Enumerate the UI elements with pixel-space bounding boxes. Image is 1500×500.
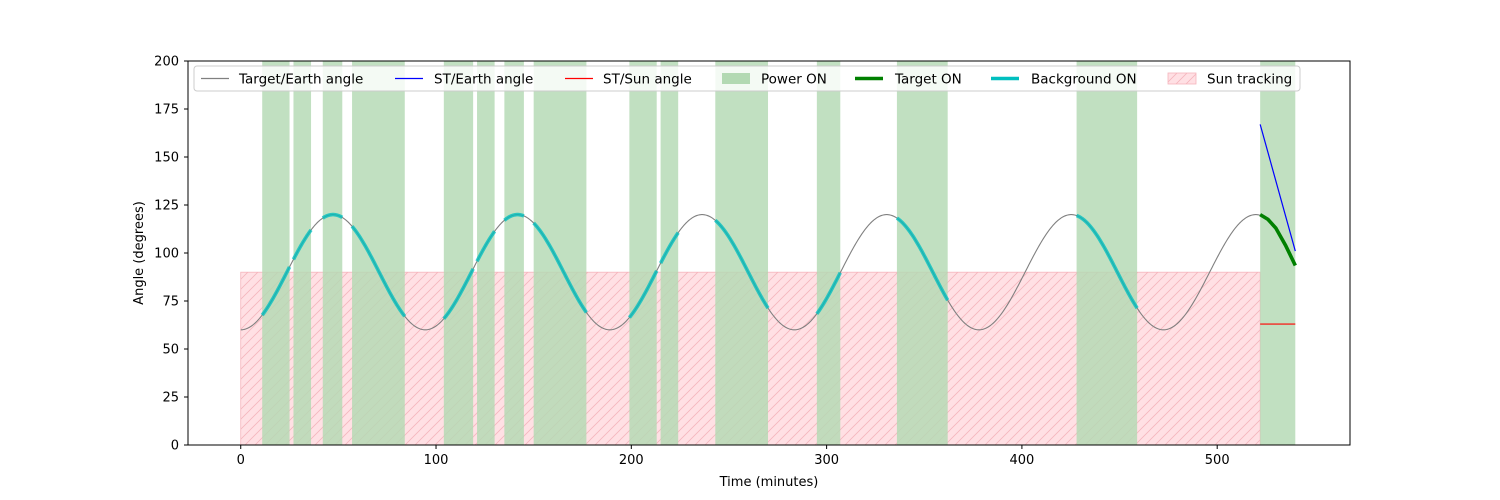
- legend-handle-power-on: [722, 73, 750, 84]
- x-tick-label-500: 500: [1205, 453, 1230, 468]
- background-on-segment-9: [659, 231, 680, 264]
- legend-label-target-on: Target ON: [894, 72, 962, 88]
- series-lines-layer: [240, 124, 1297, 331]
- background-on-segment-4: [442, 268, 475, 320]
- legend-label-target-earth-angle: Target/Earth angle: [238, 72, 363, 88]
- x-tick-label-200: 200: [619, 453, 644, 468]
- background-on-segment-11: [815, 271, 842, 315]
- legend: Target/Earth angle ST/Earth angle ST/Sun a…: [193, 65, 1301, 92]
- power-on-layer: [262, 61, 1296, 445]
- legend-handle-hatch-sun-tracking: [1167, 72, 1197, 85]
- x-tick-label-400: 400: [1009, 453, 1034, 468]
- target-on-segment: [1259, 213, 1297, 267]
- background-on-segment-13: [1075, 213, 1139, 310]
- power-on-span-9: [660, 61, 679, 445]
- background-on-segment-0: [260, 266, 292, 317]
- y-tick-label-50: 50: [162, 343, 179, 358]
- legend-label-background-on: Background ON: [1031, 72, 1137, 88]
- x-tick-label-100: 100: [424, 453, 449, 468]
- y-axis-label: Angle (degrees): [132, 201, 147, 305]
- x-tick-label-300: 300: [814, 453, 839, 468]
- legend-label-sun-tracking: Sun tracking: [1207, 72, 1292, 88]
- y-tick-label-150: 150: [154, 151, 179, 166]
- axes-layer: 0 100 200 300 400 500 0 25 50 75 100 125 150 175 200: [154, 55, 1229, 469]
- legend-label-st-sun-angle: ST/Sun angle: [603, 72, 692, 88]
- y-tick-label-75: 75: [162, 295, 179, 310]
- background-on-segment-2: [321, 212, 344, 220]
- y-tick-label-175: 175: [154, 103, 179, 118]
- power-on-span-8: [629, 61, 657, 445]
- y-tick-label-100: 100: [154, 247, 179, 262]
- background-on-segment-1: [291, 228, 313, 261]
- legend-label-st-earth-angle: ST/Earth angle: [434, 72, 533, 88]
- power-on-span-1: [293, 61, 312, 445]
- power-on-span-0: [262, 61, 290, 445]
- y-tick-label-25: 25: [162, 391, 179, 406]
- background-on-segment-7: [532, 221, 588, 314]
- y-tick-label-125: 125: [154, 199, 179, 214]
- background-on-segment-6: [503, 212, 525, 222]
- power-on-span-11: [816, 61, 841, 445]
- power-on-span-4: [443, 61, 474, 445]
- y-tick-label-0: 0: [171, 439, 179, 454]
- background-on-segment-10: [714, 218, 770, 310]
- background-on-segment-8: [627, 269, 659, 319]
- x-axis-label: Time (minutes): [719, 475, 819, 490]
- background-on-segment-5: [475, 230, 497, 263]
- legend-label-power-on: Power ON: [761, 72, 827, 88]
- power-on-span-7: [533, 61, 587, 445]
- power-on-span-5: [477, 61, 495, 445]
- background-on-segment-3: [350, 225, 407, 318]
- st-earth-angle-line: [1259, 124, 1296, 252]
- power-on-span-3: [352, 61, 405, 445]
- background-on-segment-12: [895, 216, 950, 302]
- power-on-span-10: [715, 61, 769, 445]
- power-on-span-2: [322, 61, 343, 445]
- x-tick-label-0: 0: [237, 453, 245, 468]
- y-tick-label-200: 200: [154, 55, 179, 70]
- power-on-span-6: [504, 61, 524, 445]
